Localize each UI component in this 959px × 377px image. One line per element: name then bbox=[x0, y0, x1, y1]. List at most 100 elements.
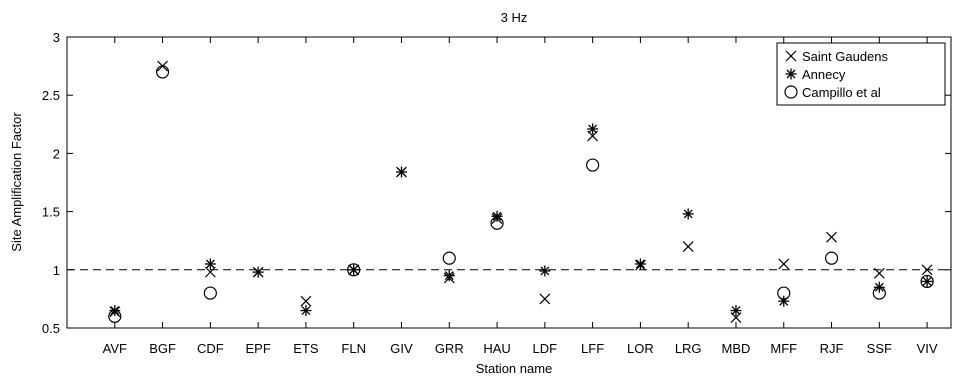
asterisk-stroke bbox=[253, 267, 263, 277]
data-point-saint-gaudens bbox=[682, 241, 694, 252]
circle-stroke bbox=[777, 286, 791, 300]
x-stroke bbox=[300, 295, 312, 307]
legend-label: Campillo et al bbox=[802, 85, 881, 100]
x-tick-label: MBD bbox=[722, 341, 751, 356]
data-point-campillo-et-al bbox=[155, 65, 170, 79]
asterisk-stroke bbox=[540, 266, 550, 276]
asterisk-stroke bbox=[397, 167, 406, 177]
x-tick-label: RJF bbox=[820, 341, 844, 356]
circle-stroke bbox=[108, 309, 122, 323]
asterisk-stroke bbox=[683, 209, 693, 219]
asterisk-stroke bbox=[786, 69, 796, 79]
x-stroke bbox=[682, 241, 694, 252]
data-point-campillo-et-al bbox=[442, 251, 456, 265]
data-point-annecy bbox=[204, 258, 216, 270]
circle-stroke bbox=[347, 263, 361, 277]
data-point-campillo-et-al bbox=[586, 158, 600, 172]
data-point-campillo-et-al bbox=[347, 263, 361, 277]
legend-box bbox=[776, 42, 946, 106]
x-stroke bbox=[778, 258, 790, 270]
x-tick-label: LOR bbox=[627, 341, 654, 356]
y-tick-label: 2 bbox=[53, 146, 60, 161]
x-tick-label: GRR bbox=[435, 341, 464, 356]
legend-label: Annecy bbox=[802, 67, 846, 82]
data-point-annecy bbox=[348, 264, 360, 276]
asterisk-stroke bbox=[922, 276, 932, 286]
data-point-saint-gaudens bbox=[204, 266, 216, 278]
circle-stroke bbox=[155, 65, 170, 79]
data-point-annecy bbox=[921, 275, 933, 287]
asterisk-stroke bbox=[635, 259, 645, 269]
data-point-annecy bbox=[730, 305, 742, 317]
y-tick-label: 1.5 bbox=[42, 205, 60, 220]
data-point-annecy bbox=[252, 266, 264, 278]
data-point-campillo-et-al bbox=[777, 286, 791, 300]
plot-area: 0.5 1 1.5 2 2.5 3 AVF BGF CDF EPF ETS FLN GIV GRR HAU L… bbox=[42, 30, 952, 356]
x-tick-label: LDF bbox=[533, 341, 558, 356]
axes-box bbox=[66, 36, 952, 329]
data-point-annecy bbox=[682, 208, 694, 220]
x-tick-label: AVF bbox=[103, 341, 127, 356]
x-tick-label: EPF bbox=[245, 341, 270, 356]
asterisk-stroke bbox=[492, 211, 502, 221]
legend-label: Saint Gaudens bbox=[802, 49, 889, 64]
x-tick-label: LRG bbox=[675, 341, 702, 356]
data-point-saint-gaudens bbox=[873, 267, 885, 279]
data-point-campillo-et-al bbox=[203, 286, 217, 300]
data-point-campillo-et-al bbox=[108, 309, 122, 323]
y-axis-label: Site Amplification Factor bbox=[9, 112, 24, 252]
x-tick-label: SSF bbox=[867, 341, 892, 356]
data-point-campillo-et-al bbox=[920, 274, 934, 289]
asterisk-stroke bbox=[349, 265, 359, 275]
x-tick-label: VIV bbox=[917, 341, 938, 356]
asterisk-stroke bbox=[588, 124, 598, 134]
x-tick-label: BGF bbox=[149, 341, 176, 356]
x-axis-label: Station name bbox=[476, 361, 553, 376]
y-tick-label: 3 bbox=[53, 30, 60, 45]
data-point-saint-gaudens bbox=[539, 293, 551, 305]
legend: Saint Gaudens Annecy Campillo et al bbox=[776, 42, 946, 106]
x-stroke bbox=[826, 231, 837, 243]
circle-stroke bbox=[872, 286, 886, 300]
x-stroke bbox=[873, 267, 885, 279]
x-tick-label: HAU bbox=[483, 341, 510, 356]
data-point-saint-gaudens bbox=[300, 295, 312, 307]
y-tick-label: 1 bbox=[53, 263, 60, 278]
data-point-annecy bbox=[443, 270, 455, 282]
y-tick-label: 2.5 bbox=[42, 88, 60, 103]
circle-stroke bbox=[442, 251, 456, 265]
circle-stroke bbox=[586, 158, 600, 172]
data-point-campillo-et-al bbox=[490, 216, 504, 230]
x-stroke bbox=[539, 293, 551, 305]
x-tick-label: MFF bbox=[770, 341, 797, 356]
x-tick-label: FLN bbox=[341, 341, 366, 356]
chart-title: 3 Hz bbox=[501, 10, 528, 25]
x-stroke bbox=[785, 50, 797, 62]
x-tick-label: LFF bbox=[581, 341, 604, 356]
data-point-campillo-et-al bbox=[872, 286, 886, 300]
x-stroke bbox=[204, 266, 216, 278]
data-point-annecy bbox=[539, 265, 551, 277]
data-point-annecy bbox=[587, 123, 599, 135]
asterisk-stroke bbox=[301, 306, 311, 315]
circle-stroke bbox=[490, 216, 504, 230]
data-point-annecy bbox=[634, 258, 646, 270]
legend-marker bbox=[785, 50, 797, 62]
legend-marker bbox=[785, 68, 797, 80]
x-tick-label: ETS bbox=[293, 341, 319, 356]
data-point-saint-gaudens bbox=[826, 231, 837, 243]
data-point-saint-gaudens bbox=[921, 264, 933, 276]
legend-marker bbox=[784, 85, 798, 99]
asterisk-stroke bbox=[731, 306, 741, 315]
asterisk-stroke bbox=[444, 271, 454, 281]
data-point-campillo-et-al bbox=[824, 251, 839, 265]
circle-stroke bbox=[920, 274, 934, 289]
data-point-annecy bbox=[395, 166, 407, 178]
y-tick-label: 0.5 bbox=[42, 321, 60, 336]
data-point-annecy bbox=[300, 305, 312, 317]
x-tick-label: GIV bbox=[390, 341, 413, 356]
data-point-saint-gaudens bbox=[778, 258, 790, 270]
circle-stroke bbox=[784, 85, 798, 99]
x-stroke bbox=[921, 264, 933, 276]
